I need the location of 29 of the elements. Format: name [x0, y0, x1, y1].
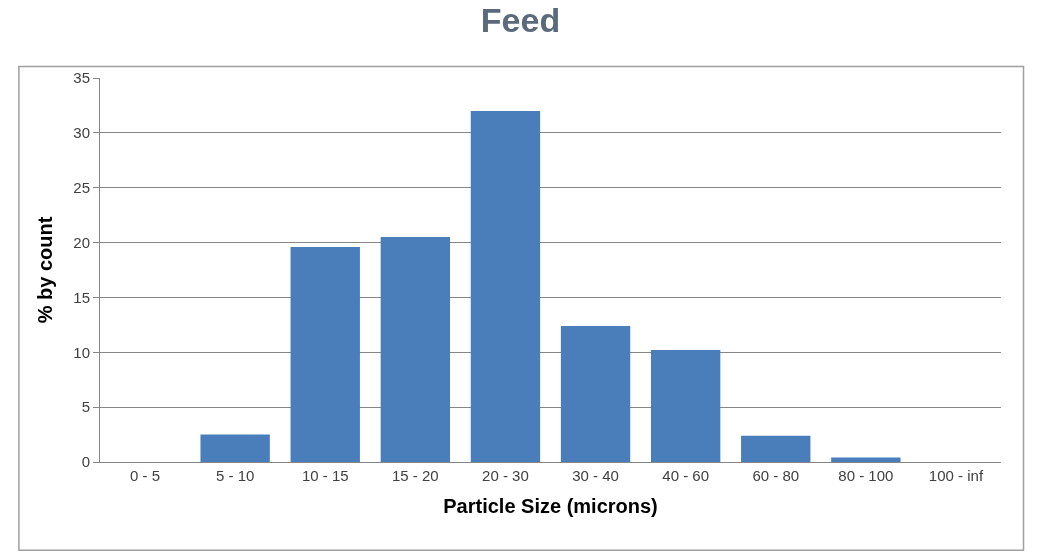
- y-tick-label: 15: [73, 288, 90, 306]
- y-tick-label: 25: [73, 178, 90, 196]
- bar: [380, 237, 451, 462]
- bar: [200, 434, 270, 462]
- y-tick-label: 0: [81, 453, 90, 471]
- x-tick-label: 20 - 30: [482, 467, 529, 484]
- x-tick-label: 15 - 20: [392, 467, 439, 484]
- y-tick-label: 5: [81, 398, 90, 416]
- x-tick-label: 5 - 10: [215, 467, 255, 484]
- x-tick-label: 40 - 60: [662, 467, 709, 484]
- y-tick-label: 35: [73, 69, 90, 87]
- y-tick-label: 30: [73, 124, 90, 142]
- x-tick-label: 30 - 40: [572, 467, 619, 484]
- bar: [470, 110, 541, 462]
- x-tick-label: 60 - 80: [752, 467, 800, 484]
- y-axis-title: % by count: [33, 216, 56, 324]
- x-tick-label: 10 - 15: [301, 467, 349, 484]
- x-tick-label: 100 - inf: [928, 467, 984, 484]
- bar: [650, 350, 721, 462]
- bar: [741, 435, 811, 462]
- x-axis-title: Particle Size (microns): [443, 494, 658, 517]
- chart-title: Feed: [480, 1, 561, 40]
- bar: [290, 246, 360, 462]
- y-tick-label: 10: [73, 343, 90, 361]
- bar: [560, 325, 631, 462]
- bar: [831, 457, 901, 462]
- x-tick-label: 0 - 5: [130, 467, 161, 484]
- x-tick-label: 80 - 100: [838, 467, 894, 484]
- y-tick-label: 20: [73, 233, 90, 251]
